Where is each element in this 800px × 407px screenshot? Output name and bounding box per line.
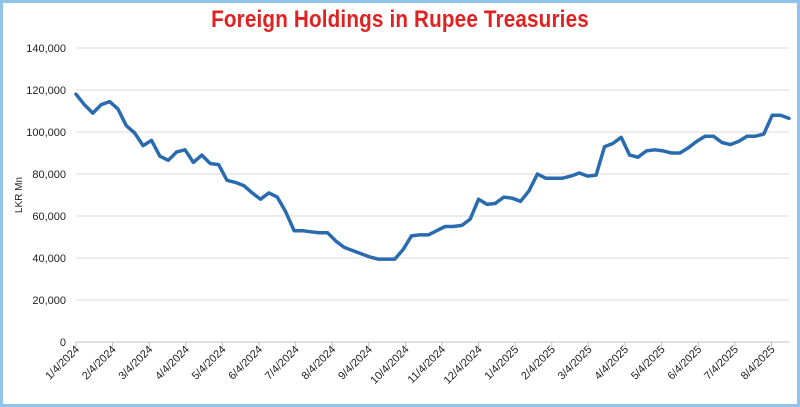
x-tick-label: 10/4/2024 — [368, 344, 411, 387]
y-tick-label: 60,000 — [32, 211, 66, 223]
x-tick-label: 8/4/2025 — [739, 344, 778, 383]
chart-title: Foreign Holdings in Rupee Treasuries — [211, 6, 589, 33]
x-tick-label: 7/4/2025 — [702, 344, 741, 383]
y-axis-label: LKR Mn — [14, 177, 25, 213]
y-tick-label: 80,000 — [32, 169, 66, 181]
x-tick-label: 3/4/2024 — [117, 344, 156, 383]
x-tick-label: 7/4/2024 — [263, 344, 302, 383]
y-tick-label: 120,000 — [26, 85, 66, 97]
y-axis-ticks: 0 20,000 40,000 60,000 80,000 100,000 120,000 1… — [26, 43, 66, 349]
x-tick-label: 3/4/2025 — [556, 344, 595, 383]
y-tick-label: 40,000 — [32, 253, 66, 265]
x-tick-label: 2/4/2025 — [519, 344, 558, 383]
x-tick-label: 8/4/2024 — [300, 344, 339, 383]
x-tick-label: 12/4/2024 — [442, 344, 485, 387]
x-tick-label: 6/4/2024 — [226, 344, 265, 383]
y-tick-label: 100,000 — [26, 127, 66, 139]
x-tick-label: 11/4/2024 — [406, 344, 449, 387]
x-tick-label: 2/4/2024 — [80, 344, 119, 383]
x-tick-label: 5/4/2025 — [629, 344, 668, 383]
x-tick-label: 6/4/2025 — [666, 344, 705, 383]
x-tick-label: 4/4/2024 — [153, 344, 192, 383]
series-line — [74, 92, 791, 261]
x-tick-label: 1/4/2024 — [43, 344, 82, 383]
x-tick-label: 4/4/2025 — [592, 344, 631, 383]
x-tick-label: 1/4/2025 — [483, 344, 522, 383]
gridlines — [76, 47, 789, 301]
x-tick-label: 5/4/2024 — [190, 344, 229, 383]
x-axis-ticks: 1/4/20242/4/20243/4/20244/4/20245/4/2024… — [43, 342, 778, 387]
y-tick-label: 0 — [60, 337, 66, 349]
y-tick-label: 20,000 — [32, 295, 66, 307]
y-tick-label: 140,000 — [26, 43, 66, 55]
